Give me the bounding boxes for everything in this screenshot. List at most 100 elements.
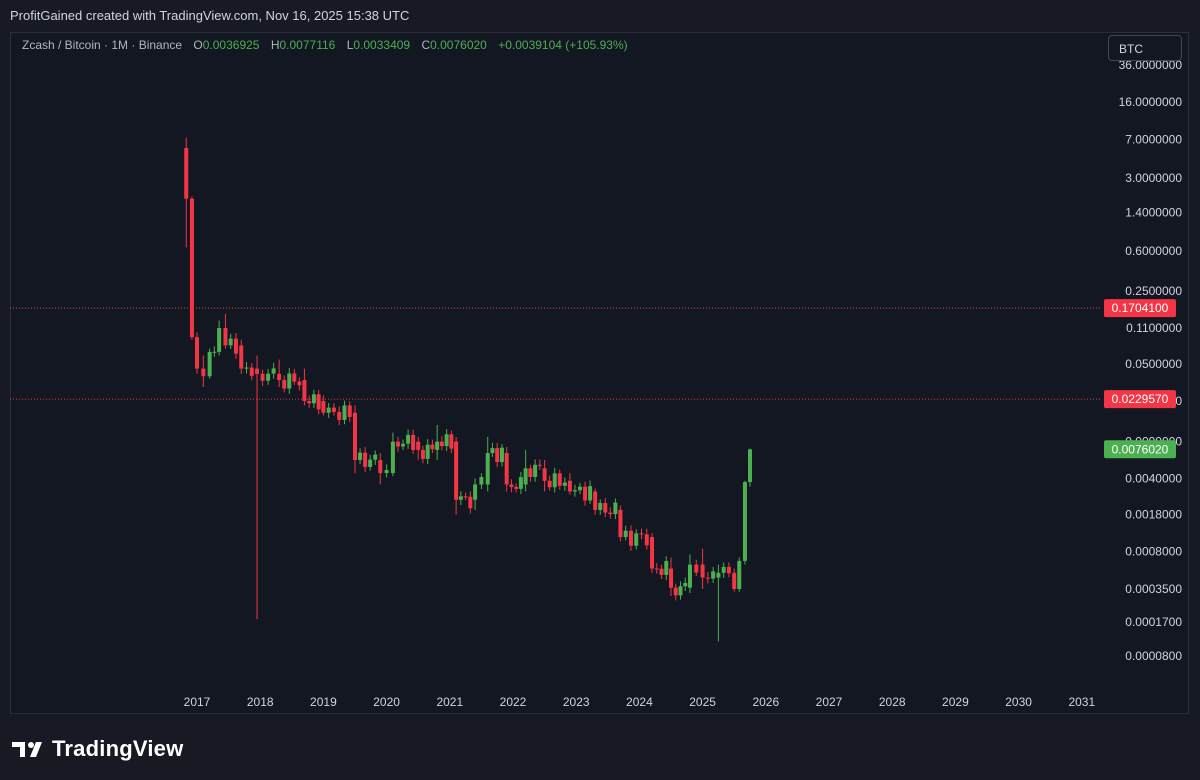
candle-body-up (212, 351, 217, 353)
y-tick-label: 0.0040000 (1125, 471, 1182, 485)
candle-body-down (528, 468, 533, 477)
y-tick-label: 1.4000000 (1125, 206, 1182, 220)
chart-frame[interactable] (10, 32, 1189, 714)
tradingview-logo-icon (12, 742, 42, 757)
year-tick-label: 2018 (247, 695, 274, 709)
close-value: 0.0076020 (430, 38, 487, 52)
candle-body-down (593, 491, 598, 510)
candle-body-down (395, 441, 400, 447)
price-tag (1104, 390, 1176, 409)
candle-body-down (468, 496, 473, 509)
candle-body-down (416, 441, 421, 450)
candle-body-down (608, 512, 613, 515)
year-tick-label: 2017 (184, 695, 211, 709)
horizontal-lines-layer (10, 307, 1102, 400)
candle-body-down (195, 337, 199, 369)
candle-body-up (368, 459, 373, 467)
footer-brand: TradingView (52, 736, 184, 761)
candle-body-down (201, 368, 206, 377)
candle-body-down (189, 198, 194, 338)
high-value: 0.0077116 (279, 38, 336, 52)
candle-body-up (499, 447, 504, 463)
candle-body-down (547, 480, 552, 488)
candle-body-up (266, 373, 271, 381)
candle-body-down (184, 148, 189, 199)
candle-body-down (537, 464, 542, 466)
currency-button[interactable]: BTC (1108, 35, 1182, 61)
candle-body-down (732, 572, 737, 590)
change-value: +0.0039104 (+105.93%) (498, 38, 628, 52)
year-tick-label: 2021 (436, 695, 463, 709)
candle-body-down (321, 401, 326, 413)
candle-body-up (562, 482, 567, 486)
y-tick-label: 0.0500000 (1125, 357, 1182, 371)
candle-body-up (473, 484, 478, 500)
candle-body-down (430, 444, 435, 450)
candle-body-up (207, 351, 212, 377)
candle-body-down (337, 411, 342, 420)
candle-body-up (737, 560, 742, 590)
price-tag-label: 0.1704100 (1112, 301, 1169, 315)
close-label: C (421, 38, 431, 52)
candle-body-up (479, 477, 484, 485)
candle-body-down (504, 453, 509, 485)
candle-body-down (316, 394, 321, 410)
candle-body-down (449, 434, 454, 449)
candle-body-down (542, 468, 547, 481)
candle-body-down (628, 530, 633, 546)
candle-body-up (401, 443, 406, 447)
y-tick-label: 0.2500000 (1125, 284, 1182, 298)
candle-body-up (287, 373, 292, 389)
candle-body-down (239, 345, 244, 369)
candle-body-down (331, 407, 336, 412)
footer-logo: TradingView (12, 735, 183, 763)
candle-body-up (228, 338, 233, 346)
high-label: H (270, 38, 280, 52)
candle-body-down (514, 487, 519, 489)
candle-body-down (292, 373, 297, 382)
candle-body-up (623, 530, 628, 538)
y-tick-label: 7.0000000 (1125, 133, 1182, 147)
candle-body-down (509, 484, 514, 488)
candle-body-down (297, 381, 302, 386)
candle-body-down (726, 566, 731, 574)
candle-body-up (748, 449, 752, 483)
candle-body-up (613, 502, 618, 515)
candle-body-up (742, 482, 747, 561)
candle-body-up (384, 469, 389, 474)
year-tick-label: 2023 (563, 695, 590, 709)
y-tick-label: 0.6000000 (1125, 244, 1182, 258)
price-tag (1104, 299, 1176, 318)
candlestick-chart[interactable]: 36.0000000 16.0000000 7.0000000 3.0000000 1.… (10, 32, 1189, 714)
candle-body-down (694, 564, 699, 573)
candle-body-up (390, 441, 395, 474)
candle-body-down (659, 568, 664, 575)
candle-body-up (572, 490, 577, 492)
candle-body-down (618, 509, 623, 538)
candle-body-down (307, 401, 312, 404)
candle-body-up (687, 564, 692, 588)
candle-body-up (683, 582, 688, 587)
candle-body-down (233, 338, 238, 354)
candle-body-up (444, 434, 449, 447)
price-tag-label: 0.0229570 (1112, 392, 1169, 406)
symbol-legend: Zcash / Bitcoin · 1M · Binance O0.003692… (22, 38, 628, 56)
year-tick-label: 2030 (1005, 695, 1032, 709)
candle-body-up (244, 367, 249, 369)
candle-body-up (358, 452, 363, 461)
candle-body-down (353, 412, 357, 461)
candle-body-down (583, 486, 588, 501)
price-tags-layer: 0.1704100 0.0229570 0.0076020 (1104, 299, 1176, 459)
candle-body-down (378, 460, 383, 474)
candle-body-down (557, 473, 562, 486)
candle-body-up (458, 496, 463, 500)
candle-body-up (311, 394, 316, 404)
candle-body-up (435, 441, 440, 450)
candle-body-up (271, 368, 276, 374)
candle-body-up (326, 407, 331, 413)
y-tick-label: 0.0018000 (1125, 508, 1182, 522)
candle-body-up (217, 328, 222, 352)
candle-body-up (485, 453, 490, 485)
candle-body-up (425, 444, 430, 459)
candle-body-down (495, 448, 500, 463)
